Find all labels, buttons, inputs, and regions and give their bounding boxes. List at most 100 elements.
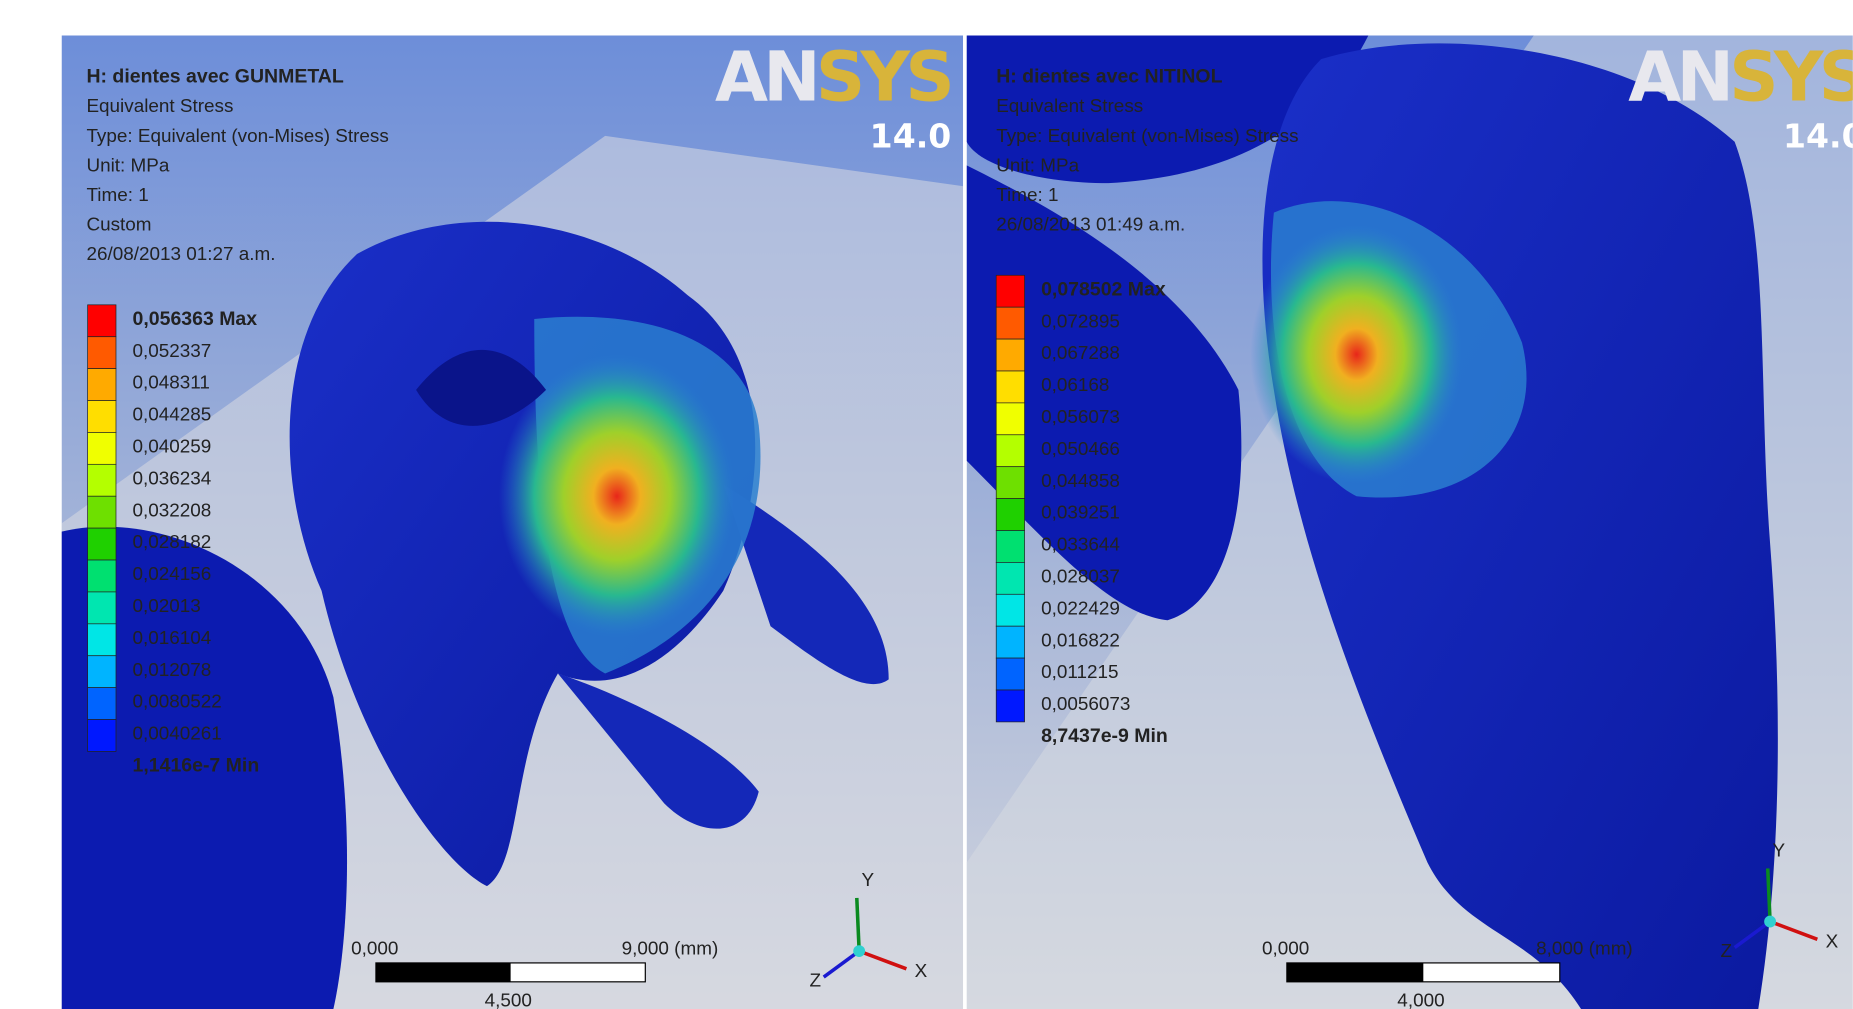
axis-origin xyxy=(1764,916,1776,928)
info-line: Equivalent Stress xyxy=(996,96,1143,117)
legend-label: 0,012078 xyxy=(133,660,212,681)
logo-an: AN xyxy=(1628,37,1729,117)
legend-label: 0,048311 xyxy=(133,373,210,394)
info-line: Type: Equivalent (von-Mises) Stress xyxy=(996,126,1298,147)
legend-label: 0,011215 xyxy=(1041,662,1118,683)
info-line: Time: 1 xyxy=(86,185,148,206)
scale-bar-fill xyxy=(376,963,511,982)
info-line: Type: Equivalent (von-Mises) Stress xyxy=(86,126,388,147)
legend-label: 0,044858 xyxy=(1041,471,1120,492)
legend-label: 0,0056073 xyxy=(1041,694,1130,715)
legend-band xyxy=(88,464,116,496)
info-line: Equivalent Stress xyxy=(86,96,233,117)
axis-label: X xyxy=(1826,932,1839,953)
legend-label: 0,024156 xyxy=(133,564,212,585)
legend-band xyxy=(996,690,1024,722)
legend-label: 0,022429 xyxy=(1041,598,1120,619)
info-line: Unit: MPa xyxy=(996,155,1079,176)
legend-band xyxy=(88,720,116,752)
axis-label: Y xyxy=(1772,841,1785,862)
legend-label: 8,7437e-9 Min xyxy=(1041,725,1168,747)
legend-label: 0,067288 xyxy=(1041,343,1120,364)
axis-label: Z xyxy=(1720,941,1732,962)
legend-label: 0,016104 xyxy=(133,628,212,649)
axis-label: Z xyxy=(810,971,822,992)
scale-end: 9,000 (mm) xyxy=(622,939,719,960)
legend-band xyxy=(88,656,116,688)
screenshot: H: dientes avec GUNMETAL Equivalent Stres… xyxy=(0,0,1853,1009)
info-line: 26/08/2013 01:27 a.m. xyxy=(86,244,275,265)
axis-label: Y xyxy=(862,870,875,891)
legend-band xyxy=(996,658,1024,690)
legend-band xyxy=(996,403,1024,435)
legend-band xyxy=(996,594,1024,626)
legend-label: 0,0080522 xyxy=(133,692,222,713)
logo: ANSYS xyxy=(715,37,950,117)
legend-label: 1,1416e-7 Min xyxy=(133,755,260,777)
legend-label: 0,056073 xyxy=(1041,407,1120,428)
axis-origin xyxy=(853,945,865,957)
legend-label: 0,033644 xyxy=(1041,535,1120,556)
legend-label: 0,032208 xyxy=(133,500,212,521)
legend-band xyxy=(996,371,1024,403)
scale-start: 0,000 xyxy=(1262,939,1309,960)
legend-label: 0,044285 xyxy=(133,405,212,426)
panel-title: H: dientes avec NITINOL xyxy=(996,66,1222,88)
logo-an: AN xyxy=(715,37,816,117)
legend-band xyxy=(88,337,116,369)
axis-y xyxy=(1768,868,1770,921)
legend-band xyxy=(88,369,116,401)
legend-band xyxy=(88,528,116,560)
legend-label: 0,056363 Max xyxy=(133,308,258,330)
scale-end: 8,000 (mm) xyxy=(1536,939,1633,960)
legend-label: 0,0040261 xyxy=(133,724,222,745)
axis-label: X xyxy=(915,961,928,982)
legend-band xyxy=(996,339,1024,371)
legend-band xyxy=(88,624,116,656)
legend-label: 0,028182 xyxy=(133,532,212,553)
legend-label: 0,02013 xyxy=(133,596,201,617)
legend-band xyxy=(88,592,116,624)
legend-label: 0,052337 xyxy=(133,341,212,362)
version: 14.0 xyxy=(1783,117,1853,156)
legend-label: 0,036234 xyxy=(133,468,212,489)
panel-title: H: dientes avec GUNMETAL xyxy=(86,66,343,88)
scale-start: 0,000 xyxy=(351,939,398,960)
legend-band xyxy=(996,275,1024,307)
version: 14.0 xyxy=(870,117,952,156)
logo-sys: SYS xyxy=(816,37,951,117)
axis-y xyxy=(857,898,859,951)
legend-label: 0,028037 xyxy=(1041,566,1120,587)
info-line: 26/08/2013 01:49 a.m. xyxy=(996,214,1185,235)
info-line: Custom xyxy=(86,214,151,235)
legend-band xyxy=(996,307,1024,339)
legend-band xyxy=(996,467,1024,499)
legend-band xyxy=(88,305,116,337)
scale-mid: 4,500 xyxy=(485,991,532,1009)
legend-band xyxy=(996,435,1024,467)
legend-label: 0,06168 xyxy=(1041,375,1109,396)
legend-band xyxy=(996,499,1024,531)
legend-label: 0,016822 xyxy=(1041,630,1120,651)
page: {"panels":[ {"title":"H: dientes avec GU… xyxy=(0,0,1853,1009)
legend-label: 0,050466 xyxy=(1041,439,1120,460)
legend-band xyxy=(88,688,116,720)
legend-label: 0,039251 xyxy=(1041,503,1120,524)
info-line: Time: 1 xyxy=(996,185,1058,206)
logo: ANSYS xyxy=(1628,37,1853,117)
logo-sys: SYS xyxy=(1729,37,1853,117)
scale-bar-fill xyxy=(1287,963,1423,982)
result-panel: H: dientes avec GUNMETAL Equivalent Stres… xyxy=(50,35,983,1009)
info-line: Unit: MPa xyxy=(86,155,169,176)
legend-label: 0,040259 xyxy=(133,437,212,458)
legend-band xyxy=(88,560,116,592)
result-panel: H: dientes avec NITINOL Equivalent Stress… xyxy=(967,35,1853,1009)
legend-band xyxy=(88,401,116,433)
scale-mid: 4,000 xyxy=(1397,991,1444,1009)
legend-band xyxy=(996,562,1024,594)
legend-band xyxy=(996,530,1024,562)
legend-band xyxy=(88,496,116,528)
legend-label: 0,078502 Max xyxy=(1041,278,1166,300)
legend-label: 0,072895 xyxy=(1041,311,1120,332)
legend-band xyxy=(996,626,1024,658)
